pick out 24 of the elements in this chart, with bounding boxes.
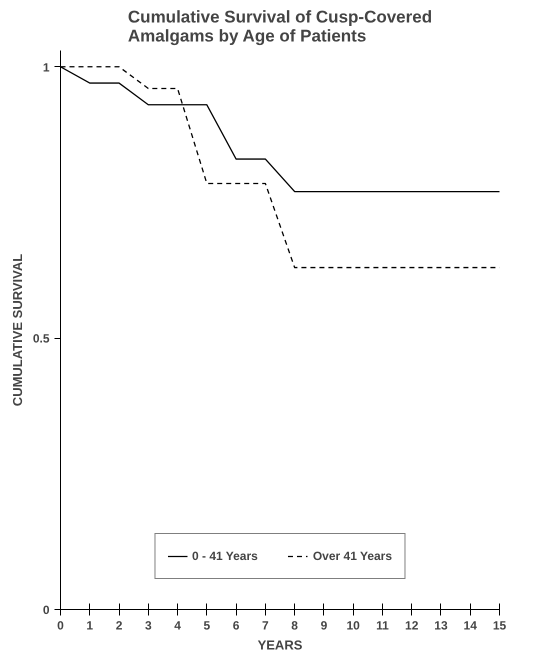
x-tick-label: 4 (174, 618, 182, 632)
chart-title: Cumulative Survival of Cusp-Covered Amalgams by Age of Patients (128, 8, 432, 46)
x-tick-label: 0 (57, 618, 64, 632)
x-tick-label: 5 (203, 618, 210, 632)
x-tick-label: 9 (320, 618, 328, 632)
y-axis-title: CUMULATIVE SURVIVAL (10, 254, 25, 406)
legend-label: 0 - 41 Years (192, 549, 258, 563)
x-tick-label: 3 (144, 618, 152, 632)
x-tick-label: 14 (464, 618, 478, 632)
x-tick-label: 11 (376, 618, 390, 632)
x-tick-label: 12 (405, 618, 419, 632)
x-tick-label: 6 (232, 618, 240, 632)
y-tick-label: 1 (42, 60, 50, 74)
x-tick-label: 1 (86, 618, 94, 632)
x-tick-label: 7 (262, 618, 270, 632)
legend-label: Over 41 Years (312, 549, 392, 563)
x-tick-label: 2 (116, 618, 123, 632)
x-tick-label: 13 (434, 618, 448, 632)
y-tick-label: 0.5 (32, 332, 50, 346)
y-tick-label: 0 (42, 603, 50, 617)
x-tick-label: 15 (492, 618, 506, 632)
x-tick-label: 10 (346, 618, 360, 632)
x-axis-title: YEARS (258, 638, 303, 652)
x-tick-label: 8 (291, 618, 298, 632)
